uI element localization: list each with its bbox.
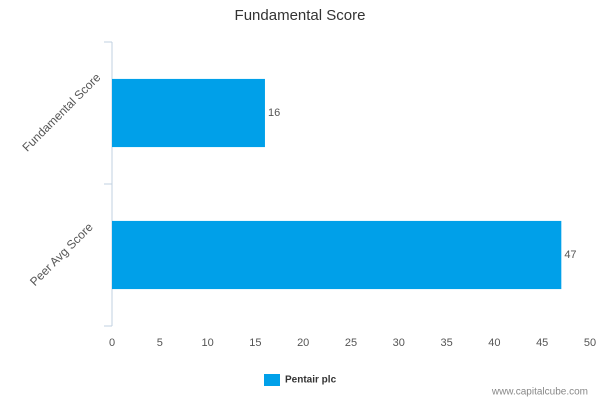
y-tick-label: Fundamental Score [19,70,103,154]
x-tick-label: 20 [297,337,309,349]
x-tick-label: 5 [157,337,163,349]
y-tick-label: Peer Avg Score [27,220,96,289]
data-label: 16 [268,107,280,119]
x-tick-label: 15 [249,337,261,349]
x-tick-label: 30 [393,337,405,349]
bar [112,220,562,290]
x-tick-label: 40 [488,337,500,349]
chart-title: Fundamental Score [235,7,366,24]
x-tick-label: 0 [109,337,115,349]
legend-swatch [264,374,280,386]
legend-label: Pentair plc [285,375,337,386]
data-label: 47 [564,249,576,261]
watermark: www.capitalcube.com [491,387,588,398]
x-tick-label: 50 [584,337,596,349]
x-tick-label: 10 [201,337,213,349]
x-tick-label: 25 [345,337,357,349]
x-tick-label: 35 [440,337,452,349]
bar [112,78,265,148]
x-tick-label: 45 [536,337,548,349]
